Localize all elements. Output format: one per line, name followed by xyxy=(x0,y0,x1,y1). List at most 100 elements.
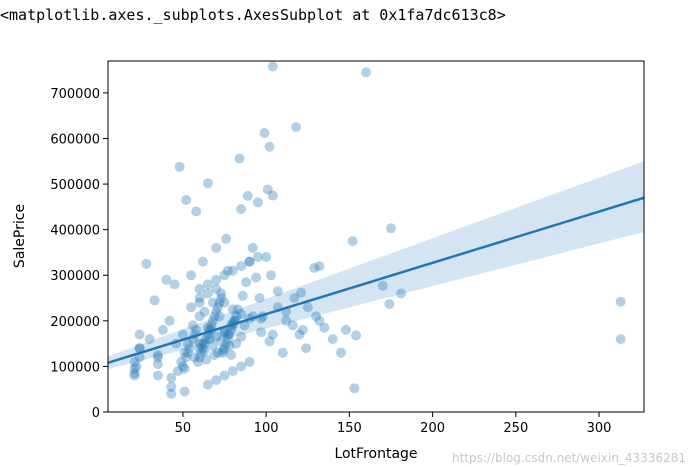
data-point xyxy=(202,288,213,299)
data-point xyxy=(134,343,145,354)
data-point xyxy=(227,265,238,276)
data-point xyxy=(199,306,210,317)
x-tick-label: 150 xyxy=(337,421,362,436)
data-point xyxy=(341,324,351,335)
data-point xyxy=(219,327,230,338)
data-point xyxy=(349,383,360,394)
data-point xyxy=(236,361,247,372)
data-point xyxy=(199,338,210,349)
data-point xyxy=(204,334,215,345)
data-point xyxy=(217,347,228,358)
data-point xyxy=(301,343,312,354)
data-point xyxy=(247,242,258,253)
plot-frame xyxy=(107,60,645,413)
data-point xyxy=(216,336,227,347)
data-point xyxy=(217,345,228,356)
data-point xyxy=(209,350,220,360)
data-point xyxy=(314,315,325,326)
data-point xyxy=(211,274,222,285)
data-point xyxy=(191,206,202,217)
data-point xyxy=(164,315,175,326)
data-point xyxy=(219,297,230,308)
data-point xyxy=(252,197,263,208)
x-axis-ticks: 50 100 150 200 250 300 xyxy=(175,412,611,436)
data-point xyxy=(202,178,213,189)
data-point xyxy=(129,368,140,379)
data-point xyxy=(181,352,192,363)
data-point xyxy=(347,236,358,247)
data-point xyxy=(152,370,163,381)
data-point xyxy=(174,161,185,172)
data-point xyxy=(264,141,275,152)
data-point xyxy=(261,252,272,262)
data-point xyxy=(222,329,233,340)
data-point xyxy=(236,204,247,215)
data-point xyxy=(219,343,230,354)
data-point xyxy=(377,280,388,291)
data-point xyxy=(386,223,396,234)
data-point xyxy=(219,270,230,281)
data-point xyxy=(226,324,237,335)
data-point xyxy=(396,288,406,299)
data-point xyxy=(361,67,371,78)
data-point xyxy=(211,331,222,342)
confidence-band xyxy=(108,161,644,370)
data-point xyxy=(187,320,198,331)
x-tick-label: 100 xyxy=(254,421,279,436)
data-point xyxy=(144,334,155,345)
data-point xyxy=(242,190,253,201)
data-point xyxy=(254,293,265,303)
data-point xyxy=(244,256,255,267)
data-point xyxy=(166,372,177,383)
data-point xyxy=(239,320,250,331)
data-point xyxy=(201,354,212,365)
data-point xyxy=(267,190,278,201)
data-point xyxy=(244,356,255,367)
data-point xyxy=(241,277,252,288)
data-point xyxy=(314,261,325,272)
x-tick-label: 200 xyxy=(420,421,445,436)
data-point xyxy=(232,304,243,315)
data-point xyxy=(216,293,227,303)
data-point xyxy=(277,347,288,358)
data-point xyxy=(302,302,313,313)
data-point xyxy=(181,195,192,205)
data-point xyxy=(234,153,245,164)
y-tick-label: 0 xyxy=(92,406,100,421)
data-point xyxy=(202,279,213,290)
data-point xyxy=(214,297,225,308)
axes-repr-text: <matplotlib.axes._subplots.AxesSubplot a… xyxy=(0,6,506,24)
data-point xyxy=(221,233,232,244)
y-axis-ticks: 0 100000 200000 300000 400000 500000 600000 700… xyxy=(50,87,108,421)
data-point xyxy=(199,345,210,356)
data-point xyxy=(197,256,208,267)
data-point xyxy=(179,347,190,358)
y-tick-label: 500000 xyxy=(50,178,100,193)
data-point xyxy=(297,324,308,335)
data-point xyxy=(266,270,277,281)
data-point xyxy=(184,343,195,354)
y-tick-label: 600000 xyxy=(50,132,100,147)
data-point xyxy=(177,329,188,340)
y-tick-label: 400000 xyxy=(50,224,100,239)
x-tick-label: 250 xyxy=(503,421,528,436)
data-point xyxy=(211,306,222,317)
data-point xyxy=(129,356,140,367)
regression-line-layer xyxy=(107,196,645,364)
data-point xyxy=(179,363,190,374)
data-point xyxy=(209,311,220,322)
data-point xyxy=(309,263,320,273)
data-point xyxy=(212,302,223,313)
y-tick-label: 300000 xyxy=(50,269,100,284)
data-point xyxy=(336,347,346,358)
data-point xyxy=(166,381,177,392)
data-point xyxy=(219,370,230,381)
data-point xyxy=(216,288,227,299)
data-point xyxy=(231,311,242,322)
data-point xyxy=(186,270,197,281)
data-point xyxy=(179,386,190,397)
data-point xyxy=(211,242,222,253)
data-point xyxy=(197,338,208,349)
data-point xyxy=(227,304,238,315)
